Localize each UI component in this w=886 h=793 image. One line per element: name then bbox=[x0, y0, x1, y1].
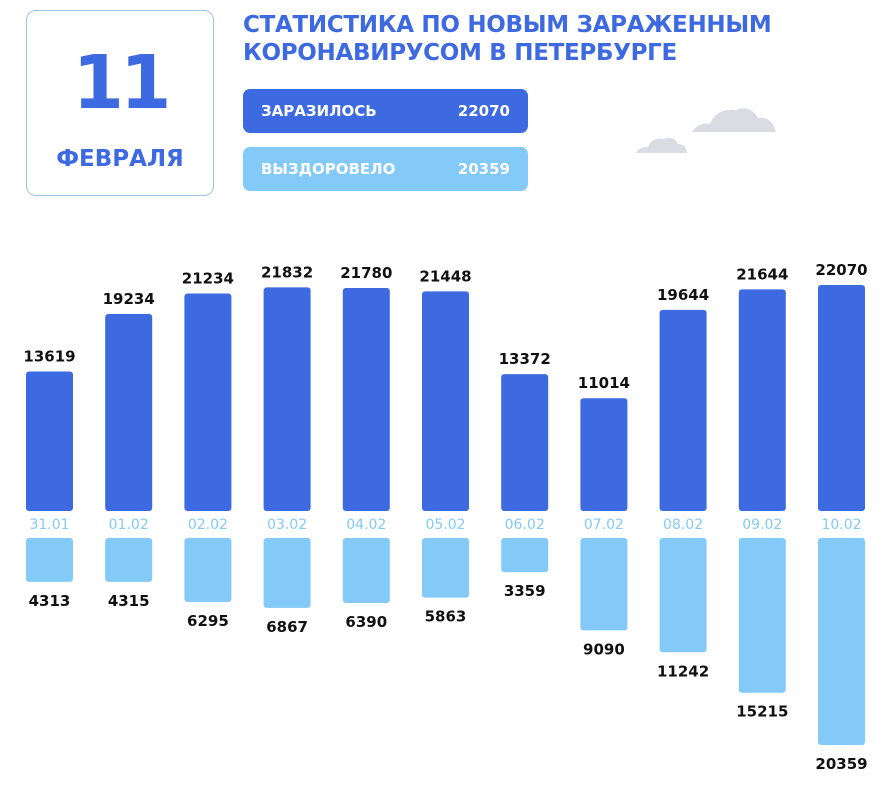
infected-bar bbox=[184, 293, 232, 511]
infected-bar bbox=[818, 285, 865, 511]
infected-label: ЗАРАЗИЛОСЬ bbox=[261, 102, 377, 120]
infected-value-label: 13619 bbox=[23, 348, 75, 366]
recovered-value-label: 3359 bbox=[504, 582, 546, 600]
infected-bar bbox=[501, 374, 549, 511]
infected-value: 22070 bbox=[457, 102, 510, 120]
infected-value-label: 21780 bbox=[340, 264, 392, 282]
infected-bar bbox=[580, 398, 628, 511]
infected-bar bbox=[738, 289, 786, 511]
recovered-value-label: 9090 bbox=[583, 640, 625, 658]
date-tick-label: 08.02 bbox=[663, 517, 703, 533]
recovered-value-label: 6390 bbox=[345, 613, 387, 631]
recovered-value-label: 4313 bbox=[29, 592, 71, 610]
infected-bar bbox=[659, 309, 707, 511]
infected-bar bbox=[26, 371, 73, 511]
recovered-bar bbox=[184, 538, 232, 603]
date-card: 11 ФЕВРАЛЯ bbox=[26, 10, 214, 196]
date-tick-label: 01.02 bbox=[109, 517, 149, 533]
recovered-bar bbox=[26, 538, 73, 582]
infected-bar bbox=[105, 314, 153, 511]
infected-bar bbox=[422, 291, 469, 511]
date-month: ФЕВРАЛЯ bbox=[56, 146, 184, 172]
date-tick-label: 31.01 bbox=[29, 517, 69, 533]
date-tick-label: 04.02 bbox=[346, 517, 386, 533]
date-tick-label: 07.02 bbox=[584, 517, 624, 533]
recovered-bar bbox=[105, 538, 153, 582]
infected-value-label: 21644 bbox=[736, 265, 788, 283]
infected-value-label: 21234 bbox=[182, 270, 234, 288]
recovered-bar bbox=[263, 538, 311, 608]
infected-bar bbox=[263, 287, 311, 511]
infected-value-label: 21832 bbox=[261, 263, 313, 281]
recovered-bar bbox=[818, 538, 865, 745]
recovered-value-label: 11242 bbox=[657, 662, 709, 680]
infected-summary: ЗАРАЗИЛОСЬ 22070 bbox=[243, 89, 528, 133]
date-day: 11 bbox=[72, 40, 172, 126]
recovered-bar bbox=[342, 538, 390, 603]
date-tick-label: 06.02 bbox=[505, 517, 545, 533]
cloud-icon bbox=[692, 108, 776, 132]
date-tick-label: 05.02 bbox=[425, 517, 465, 533]
infected-value-label: 13372 bbox=[499, 350, 551, 368]
recovered-bar bbox=[580, 538, 628, 631]
recovered-bar bbox=[501, 538, 549, 573]
infected-bar bbox=[342, 287, 390, 511]
recovered-value: 20359 bbox=[457, 160, 510, 178]
infected-value-label: 19644 bbox=[657, 286, 709, 304]
infected-value-label: 21448 bbox=[419, 267, 471, 285]
recovered-value-label: 15215 bbox=[736, 703, 788, 721]
date-tick-label: 09.02 bbox=[742, 517, 782, 533]
infected-value-label: 22070 bbox=[815, 261, 867, 279]
recovered-bar bbox=[659, 538, 707, 653]
recovered-value-label: 4315 bbox=[108, 592, 150, 610]
page-title: СТАТИСТИКА ПО НОВЫМ ЗАРАЖЕННЫМ КОРОНАВИР… bbox=[243, 11, 843, 67]
recovered-summary: ВЫЗДОРОВЕЛО 20359 bbox=[243, 147, 528, 191]
recovered-value-label: 6295 bbox=[187, 612, 229, 630]
recovered-bar bbox=[422, 538, 469, 598]
cloud-icon bbox=[636, 137, 687, 153]
title-line-2: КОРОНАВИРУСОМ В ПЕТЕРБУРГЕ bbox=[243, 40, 677, 66]
date-tick-label: 03.02 bbox=[267, 517, 307, 533]
recovered-value-label: 6867 bbox=[266, 618, 308, 636]
recovered-bar bbox=[738, 538, 786, 693]
date-tick-label: 10.02 bbox=[821, 517, 861, 533]
recovered-value-label: 20359 bbox=[815, 755, 867, 773]
infected-value-label: 19234 bbox=[103, 290, 155, 308]
title-line-1: СТАТИСТИКА ПО НОВЫМ ЗАРАЖЕННЫМ bbox=[243, 12, 772, 38]
infected-value-label: 11014 bbox=[578, 374, 630, 392]
date-tick-label: 02.02 bbox=[188, 517, 228, 533]
recovered-value-label: 5863 bbox=[425, 608, 467, 626]
recovered-label: ВЫЗДОРОВЕЛО bbox=[261, 160, 396, 178]
